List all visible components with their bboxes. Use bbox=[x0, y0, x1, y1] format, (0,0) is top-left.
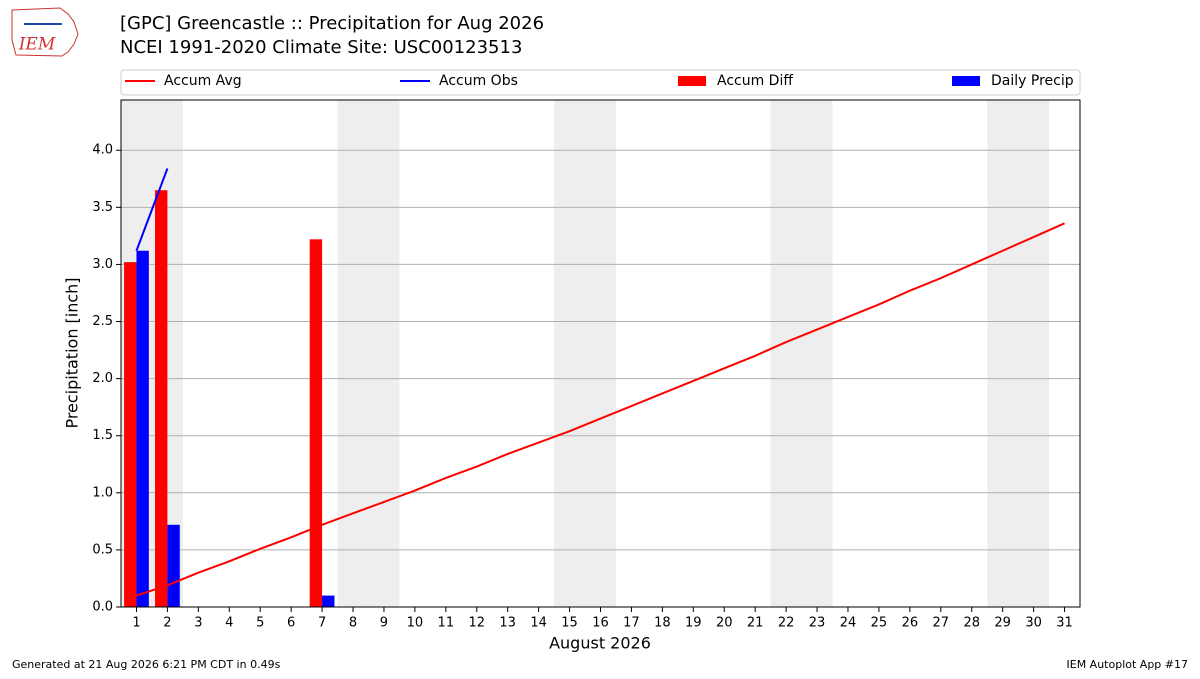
x-tick-label: 29 bbox=[994, 616, 1011, 631]
x-tick-label: 13 bbox=[499, 616, 516, 631]
legend-label: Accum Avg bbox=[164, 73, 242, 89]
y-tick-label: 3.0 bbox=[92, 257, 113, 272]
x-tick-label: 28 bbox=[963, 616, 980, 631]
weekend-shade bbox=[554, 100, 616, 607]
y-tick-label: 4.0 bbox=[92, 143, 113, 158]
legend-label: Accum Diff bbox=[717, 73, 793, 89]
logo-text: IEM bbox=[18, 35, 56, 55]
x-tick-label: 22 bbox=[778, 616, 795, 631]
legend-box bbox=[120, 69, 1081, 96]
bar bbox=[124, 262, 137, 607]
x-tick-label: 18 bbox=[654, 616, 671, 631]
y-axis-label: Precipitation [inch] bbox=[63, 277, 82, 428]
bar bbox=[155, 190, 168, 607]
x-tick-label: 19 bbox=[685, 616, 702, 631]
logo-outline bbox=[11, 7, 79, 57]
legend-swatch bbox=[678, 76, 706, 86]
footer-left: Generated at 21 Aug 2026 6:21 PM CDT in … bbox=[12, 658, 281, 671]
x-tick-label: 24 bbox=[840, 616, 857, 631]
y-tick-label: 1.0 bbox=[92, 485, 113, 500]
legend-swatch bbox=[952, 76, 980, 86]
x-tick-label: 5 bbox=[256, 616, 264, 631]
x-tick-label: 27 bbox=[933, 616, 950, 631]
bar bbox=[309, 239, 323, 608]
bar bbox=[167, 524, 180, 607]
x-tick-label: 8 bbox=[349, 616, 357, 631]
chart-title: [GPC] Greencastle :: Precipitation for A… bbox=[120, 13, 544, 34]
weekend-shade bbox=[987, 100, 1050, 607]
x-tick-label: 2 bbox=[163, 616, 171, 631]
x-tick-label: 17 bbox=[623, 616, 640, 631]
x-tick-label: 12 bbox=[468, 616, 485, 631]
x-tick-label: 20 bbox=[716, 616, 733, 631]
y-tick-label: 2.0 bbox=[92, 371, 113, 386]
x-tick-label: 9 bbox=[380, 616, 388, 631]
x-tick-label: 4 bbox=[225, 616, 233, 631]
x-tick-label: 3 bbox=[194, 616, 202, 631]
x-tick-label: 21 bbox=[747, 616, 764, 631]
x-tick-label: 14 bbox=[530, 616, 547, 631]
x-tick-label: 6 bbox=[287, 616, 295, 631]
y-tick-label: 1.5 bbox=[92, 428, 113, 443]
chart-subtitle: NCEI 1991-2020 Climate Site: USC00123513 bbox=[120, 37, 522, 58]
line bbox=[136, 222, 1065, 597]
weekend-shade bbox=[337, 100, 400, 607]
legend-label: Accum Obs bbox=[439, 73, 518, 89]
y-tick-label: 2.5 bbox=[92, 314, 113, 329]
bar bbox=[322, 595, 335, 607]
x-tick-label: 31 bbox=[1056, 616, 1073, 631]
line bbox=[135, 168, 169, 252]
x-tick-label: 16 bbox=[592, 616, 609, 631]
x-tick-label: 15 bbox=[561, 616, 578, 631]
y-tick-label: 3.5 bbox=[92, 200, 113, 215]
footer-right: IEM Autoplot App #17 bbox=[1067, 658, 1189, 671]
plot-frame bbox=[120, 99, 1081, 608]
x-axis-label: August 2026 bbox=[549, 634, 651, 653]
x-tick-label: 26 bbox=[902, 616, 919, 631]
x-tick-label: 11 bbox=[438, 616, 455, 631]
y-tick-label: 0.5 bbox=[92, 542, 113, 557]
legend-label: Daily Precip bbox=[991, 73, 1074, 89]
weekend-shade bbox=[770, 100, 833, 607]
x-tick-label: 25 bbox=[871, 616, 888, 631]
x-tick-label: 1 bbox=[132, 616, 140, 631]
bar bbox=[136, 250, 149, 607]
x-tick-label: 10 bbox=[407, 616, 424, 631]
y-tick-label: 0.0 bbox=[92, 600, 113, 615]
x-tick-label: 30 bbox=[1025, 616, 1042, 631]
x-tick-label: 23 bbox=[809, 616, 826, 631]
logo: IEM bbox=[11, 7, 79, 57]
x-tick-label: 7 bbox=[318, 616, 326, 631]
